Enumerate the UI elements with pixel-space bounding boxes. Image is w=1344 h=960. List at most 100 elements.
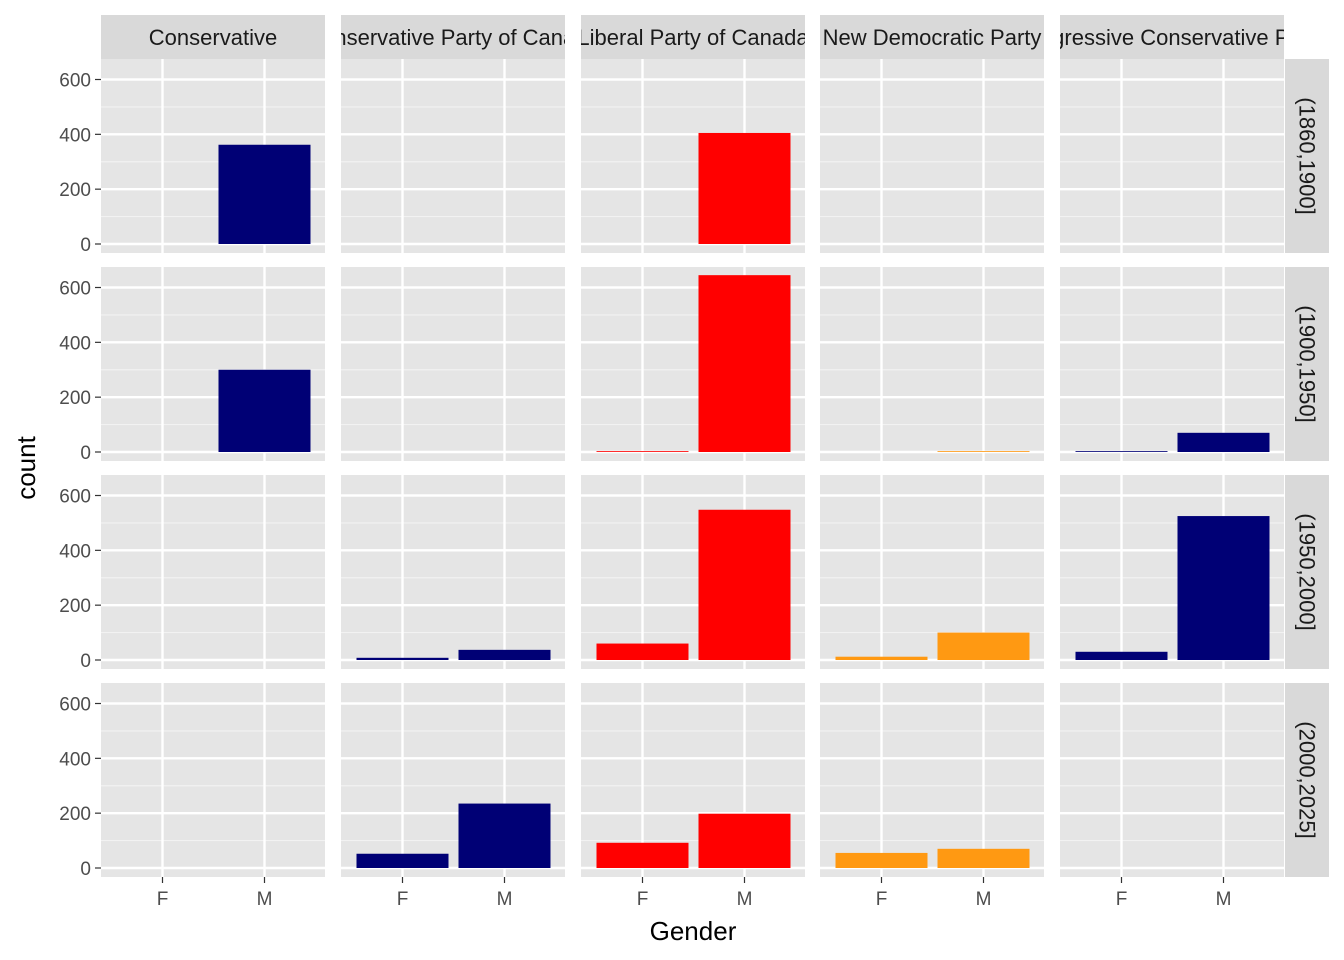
row-strip-label: (1900,1950] bbox=[1295, 305, 1320, 422]
row-strip: (1860,1900] bbox=[1285, 59, 1329, 253]
column-strip-label: New Democratic Party bbox=[823, 25, 1042, 50]
facet-panel bbox=[101, 683, 325, 877]
y-axes: 0 200 400 600 0 200 400 600 0 200 400 600 0 200 400 600 bbox=[59, 71, 101, 880]
bar bbox=[698, 275, 791, 452]
y-tick-label: 600 bbox=[59, 487, 91, 508]
bar bbox=[596, 842, 689, 868]
y-tick-label: 200 bbox=[59, 388, 91, 409]
facet-panel bbox=[1060, 475, 1284, 669]
y-tick-label: 400 bbox=[59, 333, 91, 354]
y-tick-label: 200 bbox=[59, 596, 91, 617]
bar bbox=[698, 813, 791, 868]
x-tick-label: F bbox=[876, 889, 888, 910]
panel-background bbox=[820, 267, 1044, 461]
y-tick-label: 0 bbox=[80, 235, 91, 256]
facet-panel bbox=[341, 683, 565, 877]
column-strip-background bbox=[1060, 15, 1284, 59]
bar bbox=[835, 852, 928, 868]
bar bbox=[1177, 432, 1270, 452]
facet-panel bbox=[1060, 267, 1284, 461]
facet-panel bbox=[101, 267, 325, 461]
y-axis: 0 200 400 600 bbox=[59, 71, 101, 256]
bar bbox=[356, 657, 449, 660]
row-strip-label: (1950,2000] bbox=[1295, 513, 1320, 630]
bar bbox=[937, 451, 1030, 452]
panel-background bbox=[1060, 683, 1284, 877]
facet-panel bbox=[581, 475, 805, 669]
x-tick-label: F bbox=[637, 889, 649, 910]
column-strip: Conservative Party of Canada bbox=[306, 15, 600, 59]
panel-background bbox=[1060, 59, 1284, 253]
bar bbox=[458, 649, 551, 660]
panel-background bbox=[1060, 267, 1284, 461]
x-tick-label: F bbox=[157, 889, 169, 910]
y-tick-label: 0 bbox=[80, 443, 91, 464]
panel-background bbox=[341, 267, 565, 461]
facet-panel bbox=[820, 267, 1044, 461]
y-tick-label: 400 bbox=[59, 541, 91, 562]
column-strip-background bbox=[341, 15, 565, 59]
column-strip-label: Liberal Party of Canada bbox=[577, 25, 809, 50]
bar bbox=[218, 144, 311, 244]
bar bbox=[937, 632, 1030, 660]
column-strip-label: Conservative Party of Canada bbox=[306, 25, 600, 50]
facet-panel bbox=[1060, 59, 1284, 253]
facet-panel bbox=[820, 59, 1044, 253]
facet-panels bbox=[101, 59, 1284, 877]
y-tick-label: 200 bbox=[59, 804, 91, 825]
facet-panel bbox=[581, 683, 805, 877]
bar bbox=[1075, 451, 1168, 452]
bar bbox=[356, 853, 449, 868]
bar bbox=[218, 369, 311, 452]
panel-background bbox=[820, 59, 1044, 253]
x-tick-label: M bbox=[497, 889, 513, 910]
column-strip-background bbox=[820, 15, 1044, 59]
column-strip: New Democratic Party bbox=[820, 15, 1044, 59]
panel-background bbox=[341, 475, 565, 669]
x-tick-label: M bbox=[737, 889, 753, 910]
facet-panel bbox=[1060, 683, 1284, 877]
bar bbox=[596, 643, 689, 660]
column-strip-label: Progressive Conservative Party bbox=[1018, 25, 1326, 50]
x-tick-label: M bbox=[1216, 889, 1232, 910]
panel-background bbox=[820, 683, 1044, 877]
bar bbox=[698, 132, 791, 244]
y-axis-title: count bbox=[11, 435, 41, 499]
row-strip: (2000,2025] bbox=[1285, 683, 1329, 877]
column-strip: Liberal Party of Canada bbox=[577, 15, 809, 59]
facet-strips: Conservative Conservative Party of Canada… bbox=[101, 15, 1329, 877]
facet-panel bbox=[341, 267, 565, 461]
y-tick-label: 600 bbox=[59, 279, 91, 300]
facet-panel bbox=[101, 475, 325, 669]
y-axis: 0 200 400 600 bbox=[59, 487, 101, 672]
panel-background bbox=[101, 683, 325, 877]
row-strip-label: (1860,1900] bbox=[1295, 97, 1320, 214]
bar bbox=[937, 848, 1030, 868]
x-tick-label: M bbox=[976, 889, 992, 910]
facet-panel bbox=[581, 267, 805, 461]
y-tick-label: 200 bbox=[59, 180, 91, 201]
facet-panel bbox=[341, 59, 565, 253]
row-strip-background bbox=[1285, 59, 1329, 253]
x-tick-label: M bbox=[257, 889, 273, 910]
facet-panel bbox=[581, 59, 805, 253]
row-strip: (1900,1950] bbox=[1285, 267, 1329, 461]
y-tick-label: 600 bbox=[59, 71, 91, 92]
column-strip-background bbox=[101, 15, 325, 59]
y-tick-label: 600 bbox=[59, 695, 91, 716]
column-strip: Conservative bbox=[101, 15, 325, 59]
y-axis: 0 200 400 600 bbox=[59, 279, 101, 464]
facet-panel bbox=[101, 59, 325, 253]
bar bbox=[1177, 516, 1270, 660]
x-axis-title: Gender bbox=[650, 916, 737, 946]
column-strip-label: Conservative bbox=[149, 25, 277, 50]
panel-background bbox=[101, 475, 325, 669]
row-strip-background bbox=[1285, 475, 1329, 669]
row-strip-label: (2000,2025] bbox=[1295, 721, 1320, 838]
facet-panel bbox=[820, 475, 1044, 669]
